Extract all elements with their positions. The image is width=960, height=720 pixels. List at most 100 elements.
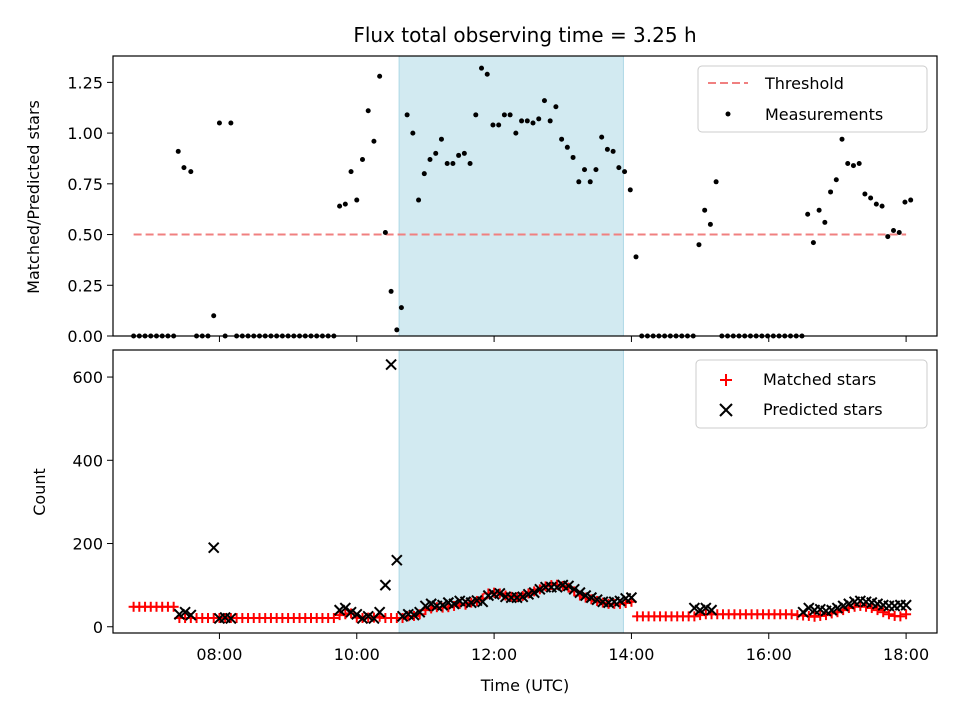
- matched-legend-label: Matched stars: [763, 370, 876, 389]
- matched-stars-point: [328, 613, 339, 624]
- measurement-point: [342, 201, 348, 207]
- predicted-stars-point: [339, 602, 352, 614]
- top-axis-ticks: 0.00 0.25 0.50 0.75 1.00 1.25: [67, 73, 907, 346]
- bottom-x-tick-label: 08:00: [196, 645, 242, 664]
- measurement-point: [371, 138, 377, 144]
- measurement-point: [553, 104, 559, 110]
- predicted-stars-point: [208, 541, 220, 554]
- matched-stars-point: [866, 603, 877, 614]
- predicted-stars-point: [574, 586, 586, 599]
- matched-stars-point: [883, 609, 894, 620]
- bottom-y-tick-label: 600: [72, 368, 103, 387]
- predicted-stars-point: [373, 606, 386, 618]
- top-y-tick-label: 0.25: [67, 276, 103, 295]
- measurement-point: [513, 130, 519, 136]
- measurement-point: [833, 177, 839, 183]
- predicted-legend-label: Predicted stars: [763, 400, 883, 419]
- measurements-legend-swatch: [725, 111, 731, 117]
- measurement-point: [536, 116, 542, 122]
- measurement-point: [599, 134, 605, 140]
- top-observing-interval-shade: [398, 55, 624, 337]
- measurements-legend-label: Measurements: [765, 105, 883, 124]
- measurement-point: [456, 152, 462, 158]
- measurement-point: [850, 163, 856, 169]
- predicted-stars-point: [614, 595, 626, 607]
- measurement-point: [810, 240, 816, 246]
- predicted-stars-point: [408, 609, 420, 621]
- measurement-point: [908, 197, 914, 203]
- predicted-stars-point: [517, 591, 529, 603]
- measurement-point: [559, 136, 565, 142]
- measurement-point: [622, 169, 628, 175]
- top-y-tick-label: 1.00: [67, 124, 103, 143]
- measurement-point: [570, 154, 576, 160]
- predicted-stars-point: [797, 606, 809, 618]
- predicted-stars-point: [185, 609, 197, 621]
- measurement-point: [365, 108, 371, 114]
- bottom-panel: 0 200 400 600 08:00 10:00 12:00 14:00 16:00 18:00…: [30, 349, 938, 695]
- measurement-point: [438, 136, 444, 142]
- measurement-point: [633, 254, 639, 260]
- measurement-point: [228, 120, 234, 126]
- measurement-point: [541, 98, 547, 104]
- measurement-point: [896, 230, 902, 236]
- bottom-x-tick-label: 16:00: [746, 645, 792, 664]
- predicted-stars-point: [900, 599, 912, 611]
- bottom-x-tick-label: 18:00: [883, 645, 929, 664]
- measurement-point: [902, 199, 908, 205]
- measurement-point: [404, 112, 410, 118]
- measurement-point: [359, 156, 365, 162]
- measurement-point: [394, 327, 400, 333]
- measurement-point: [388, 288, 394, 294]
- top-y-tick-label: 1.25: [67, 73, 103, 92]
- measurement-point: [845, 161, 851, 167]
- measurement-point: [377, 73, 383, 79]
- measurement-point: [479, 65, 485, 71]
- measurement-point: [181, 165, 187, 171]
- matched-stars-point: [901, 609, 912, 620]
- measurement-point: [211, 313, 217, 319]
- threshold-legend-label: Threshold: [764, 74, 844, 93]
- measurement-point: [587, 179, 593, 185]
- measurement-point: [582, 167, 588, 173]
- bottom-y-tick-label: 0: [93, 618, 103, 637]
- measurement-point: [816, 207, 822, 213]
- predicted-stars-point: [391, 554, 403, 566]
- predicted-stars-point: [568, 583, 580, 596]
- measurement-point: [702, 207, 708, 213]
- measurement-point: [416, 197, 422, 203]
- bottom-legend: Matched stars Predicted stars: [695, 359, 928, 429]
- measurement-point: [507, 112, 513, 118]
- measurement-point: [604, 146, 610, 152]
- measurement-point: [713, 179, 719, 185]
- top-y-tick-label: 0.00: [67, 327, 103, 346]
- measurement-point: [382, 230, 388, 236]
- measurement-point: [576, 179, 582, 185]
- measurement-point: [444, 161, 450, 167]
- measurement-point: [868, 195, 874, 201]
- measurement-point: [450, 161, 456, 167]
- top-y-axis-label: Matched/Predicted stars: [24, 100, 43, 294]
- measurement-point: [805, 211, 811, 217]
- predicted-legend-swatch: [719, 403, 733, 417]
- measurement-point: [564, 144, 570, 150]
- measurement-point: [216, 120, 222, 126]
- measurement-point: [354, 197, 360, 203]
- bottom-plot-series: [128, 358, 912, 625]
- measurement-point: [473, 112, 479, 118]
- predicted-stars-point: [448, 598, 460, 610]
- measurement-point: [461, 150, 467, 156]
- measurement-point: [433, 150, 439, 156]
- measurement-point: [496, 122, 502, 128]
- predicted-stars-point: [436, 599, 449, 611]
- bottom-x-tick-label: 14:00: [608, 645, 654, 664]
- predicted-stars-point: [351, 608, 363, 620]
- top-legend-box: [697, 65, 928, 133]
- bottom-x-tick-label: 12:00: [471, 645, 517, 664]
- bottom-plot-frame: [112, 349, 938, 634]
- measurement-point: [490, 122, 496, 128]
- matched-stars-point: [168, 601, 179, 612]
- top-legend: Threshold Measurements: [697, 65, 928, 133]
- predicted-stars-point: [528, 586, 540, 599]
